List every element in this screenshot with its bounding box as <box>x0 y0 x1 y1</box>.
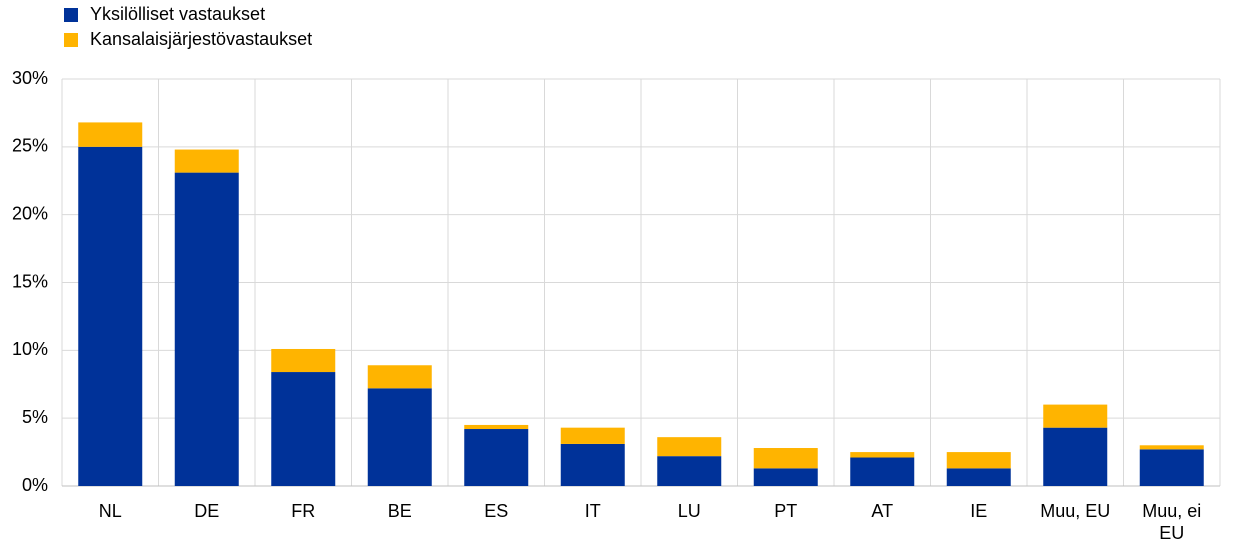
bar-segment <box>850 457 915 486</box>
x-tick-label: Muu, ei EU <box>1142 501 1202 543</box>
bar-segment <box>753 448 818 469</box>
y-tick-label: 5% <box>22 407 48 427</box>
x-tick-label: NL <box>98 501 122 521</box>
bar-segment <box>78 146 143 487</box>
y-tick-label: 25% <box>12 136 48 156</box>
bar-segment <box>367 365 432 389</box>
bar-segment <box>753 468 818 486</box>
x-tick-label: LU <box>677 501 701 521</box>
bar-segment <box>560 443 625 486</box>
bar-segment <box>657 437 722 457</box>
legend-label: Kansalaisjärjestövastaukset <box>90 29 312 49</box>
bar-segment <box>174 149 239 173</box>
bar-segment <box>464 424 529 430</box>
bar-segment <box>1043 404 1108 428</box>
bar-segment <box>1043 427 1108 486</box>
x-tick-label: IE <box>970 501 988 521</box>
bar-segment <box>560 427 625 444</box>
x-tick-label: IT <box>584 501 601 521</box>
bar-segment <box>1139 449 1204 486</box>
x-tick-label: AT <box>871 501 894 521</box>
bar-segment <box>946 452 1011 469</box>
bar-segment <box>78 122 143 147</box>
x-tick-label: ES <box>484 501 509 521</box>
bar-segment <box>271 372 336 486</box>
bar-segment <box>367 388 432 486</box>
legend-label: Yksilölliset vastaukset <box>90 4 265 24</box>
bar-segment <box>657 456 722 486</box>
x-tick-label: BE <box>387 501 412 521</box>
bar-segment <box>174 172 239 487</box>
bar-segment <box>1139 445 1204 450</box>
legend-swatch <box>64 33 78 47</box>
legend-swatch <box>64 8 78 22</box>
bar-segment <box>850 452 915 458</box>
bar-segment <box>946 468 1011 486</box>
y-tick-label: 20% <box>12 203 48 223</box>
y-tick-label: 15% <box>12 271 48 291</box>
x-tick-label: Muu, EU <box>1040 501 1111 521</box>
x-tick-label: FR <box>291 501 316 521</box>
y-tick-label: 30% <box>12 68 48 88</box>
x-tick-label: DE <box>194 501 220 521</box>
y-tick-label: 0% <box>22 475 48 495</box>
y-tick-label: 10% <box>12 339 48 359</box>
bar-segment <box>271 348 336 373</box>
x-tick-label: PT <box>774 501 798 521</box>
bar-segment <box>464 429 529 486</box>
